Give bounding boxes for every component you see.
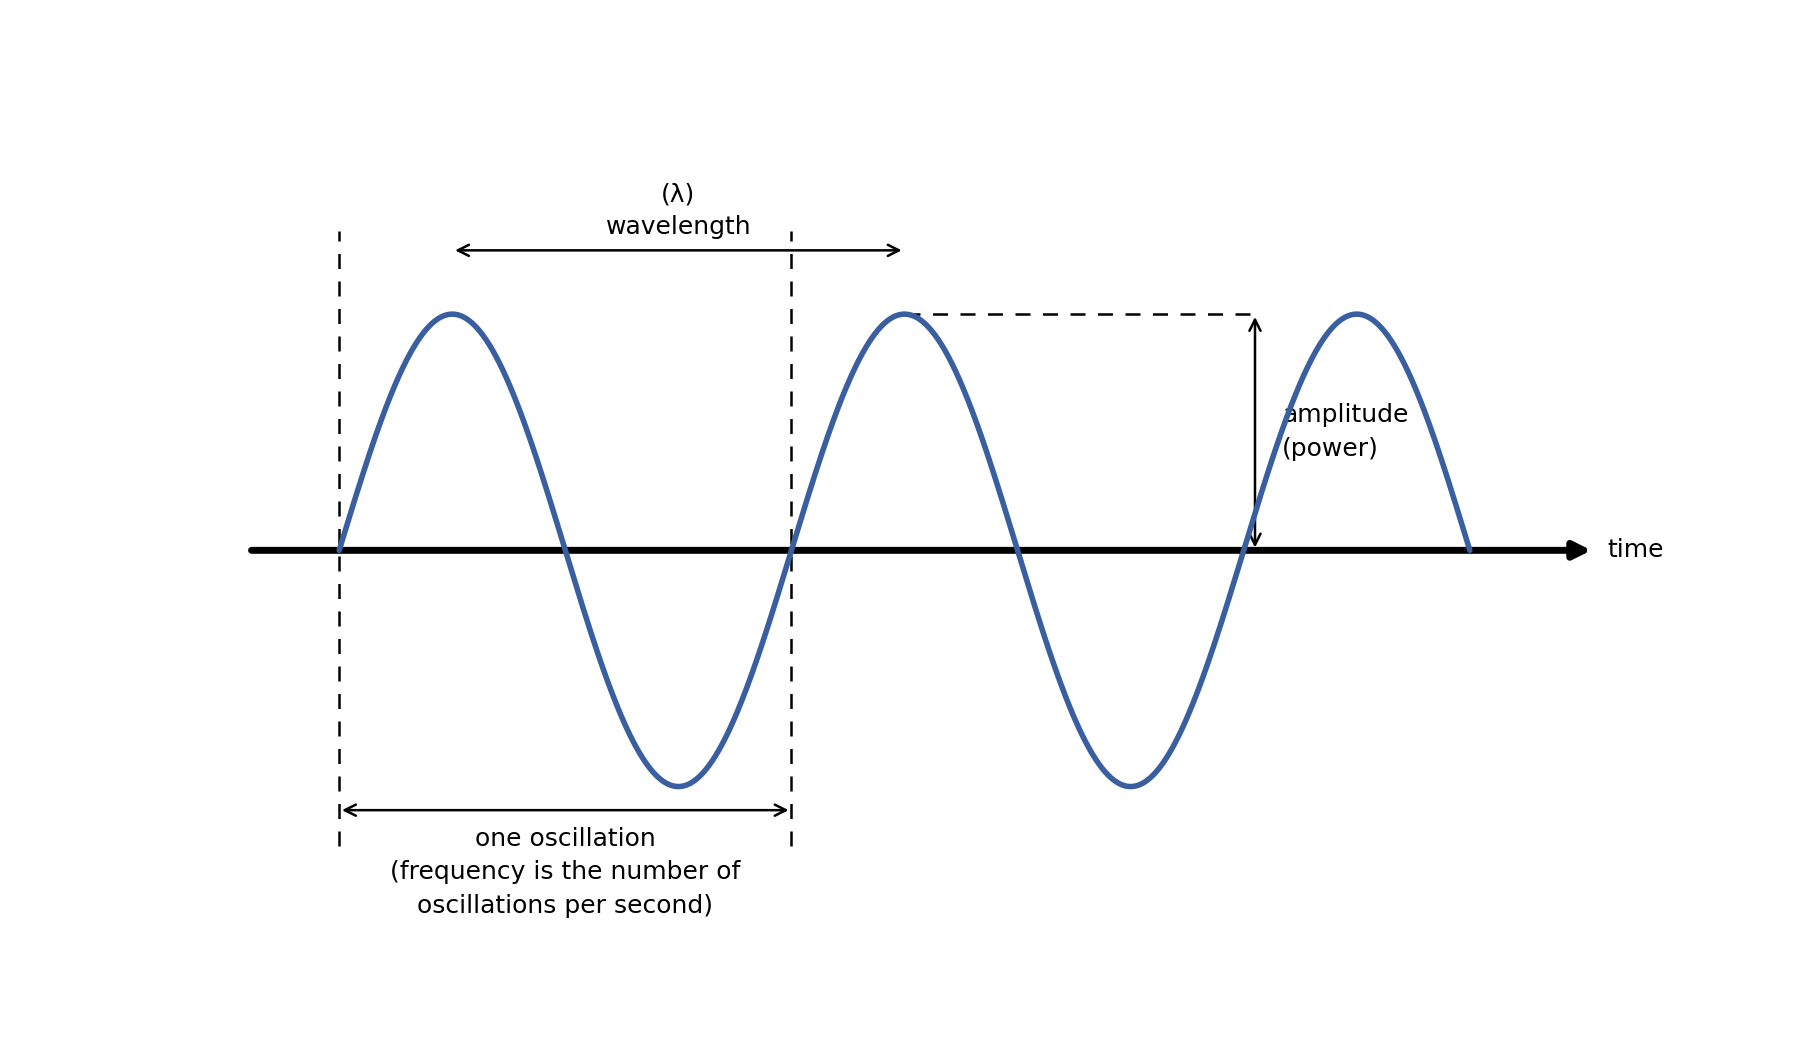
Text: (λ)
wavelength: (λ) wavelength: [606, 183, 751, 239]
Text: amplitude
(power): amplitude (power): [1283, 404, 1409, 461]
Text: time: time: [1608, 538, 1664, 562]
Text: one oscillation
(frequency is the number of
oscillations per second): one oscillation (frequency is the number…: [391, 827, 740, 918]
